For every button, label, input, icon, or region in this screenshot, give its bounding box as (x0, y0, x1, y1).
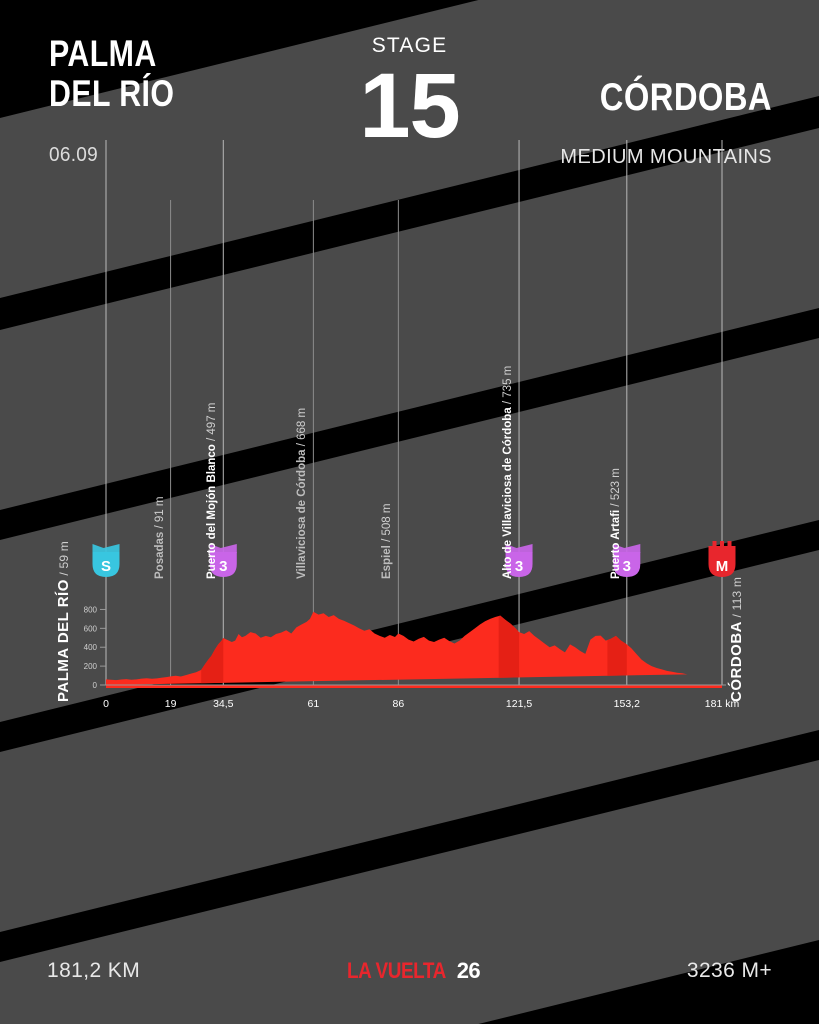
poi-name: Villaviciosa de Córdoba (296, 449, 309, 579)
x-axis-tick-label: 86 (393, 698, 405, 710)
start-location-label: PALMA DEL RÍO / 59 m (55, 541, 72, 702)
climb-badge[interactable]: 3 (505, 544, 533, 577)
climb-band (498, 611, 520, 685)
poi-altitude: / 523 m (609, 468, 622, 510)
poi-altitude: / 497 m (206, 402, 219, 445)
badge-ribbon (613, 544, 641, 553)
badge-shield (209, 552, 237, 577)
finish-badge[interactable]: M (708, 541, 736, 577)
stage-distance: 181,2 KM (47, 959, 141, 982)
stripe-3 (0, 338, 819, 722)
poi-name: Posadas (153, 531, 166, 579)
poi-name: Puerto Artafi (609, 509, 622, 579)
x-axis-tick-label: 181 km (705, 698, 740, 710)
x-axis-tick-label: 34,5 (213, 698, 234, 710)
x-axis-tick-label: 19 (165, 698, 177, 710)
stage-date: 06.09 (49, 144, 98, 166)
town-label: Villaviciosa de Córdoba / 668 m (296, 408, 308, 579)
town-label: Espiel / 508 m (381, 504, 393, 579)
x-axis-tick-label: 61 (308, 698, 320, 710)
start-badge[interactable]: S (92, 544, 120, 577)
start-location-label-altitude: / 59 m (57, 541, 71, 580)
badge-shield (708, 550, 736, 577)
badge-ribbon (92, 544, 120, 553)
stripe-1 (0, 0, 819, 298)
finish-location-label-altitude: / 113 m (730, 576, 744, 621)
badge-letter: S (101, 558, 111, 575)
badge-letter: M (716, 558, 729, 575)
badge-shield (92, 552, 120, 577)
poi-altitude: / 735 m (502, 365, 515, 408)
elevation-area (106, 611, 688, 685)
start-city-title: PALMA DEL RÍO (49, 33, 175, 114)
poi-altitude: / 91 m (153, 496, 166, 532)
y-axis-tick-label: 0 (93, 681, 98, 690)
stage-type-label: MEDIUM MOUNTAINS (560, 146, 772, 168)
y-axis-tick-label: 600 (84, 624, 98, 633)
badge-letter: 3 (515, 558, 523, 575)
climb-badge[interactable]: 3 (613, 544, 641, 577)
stage-word-label: STAGE (371, 34, 448, 57)
y-axis-tick-label: 800 (84, 605, 98, 614)
climb-label: Alto de Villaviciosa de Córdoba / 735 m (502, 366, 514, 579)
elevation-profile-chart: 0 200 400 600 800 0 19 34,5 61 86 121,5 153,2 181 km… (0, 140, 819, 730)
town-label: Posadas / 91 m (154, 497, 166, 579)
logo-year-text: 26 (456, 958, 481, 983)
start-city-line1: PALMA (49, 33, 157, 74)
finish-location-label-text: CÓRDOBA (728, 621, 745, 702)
climb-badge[interactable]: 3 (209, 544, 237, 577)
finish-city-title: CÓRDOBA (599, 76, 772, 119)
y-axis-tick-label: 200 (84, 662, 98, 671)
badge-shield (613, 552, 641, 577)
y-axis-tick-label: 400 (84, 643, 98, 652)
start-location-label-text: PALMA DEL RÍO (55, 579, 72, 702)
badge-letter: 3 (219, 558, 227, 575)
badge-ribbon (505, 544, 533, 553)
x-axis-tick-label: 153,2 (614, 698, 640, 710)
castle-crenellation-icon (708, 541, 736, 551)
poster-footer: 181,2 KM LA VUELTA 26 3236 M+ (0, 914, 819, 1024)
poster-header: PALMA DEL RÍO 06.09 STAGE 15 CÓRDOBA MED… (0, 0, 819, 200)
stripe-5 (0, 760, 819, 1024)
start-city-line2: DEL RÍO (49, 73, 175, 114)
badge-shield (505, 552, 533, 577)
badge-ribbon (209, 544, 237, 553)
poi-name: Alto de Villaviciosa de Córdoba (502, 407, 515, 579)
poi-altitude: / 508 m (381, 503, 394, 546)
poi-name: Espiel (381, 545, 394, 579)
badge-letter: 3 (623, 558, 631, 575)
x-axis-tick-label: 121,5 (506, 698, 532, 710)
poi-altitude: / 668 m (296, 407, 309, 450)
stripe-2 (0, 128, 819, 510)
stage-number: 15 (359, 55, 460, 157)
x-axis-tick-label: 0 (103, 698, 109, 710)
climb-label: Puerto Artafi / 523 m (610, 468, 622, 579)
baseline-strip (106, 685, 722, 688)
stage-elevation-gain: 3236 M+ (686, 959, 772, 982)
poi-name: Puerto del Mojón Blanco (206, 444, 219, 579)
la-vuelta-logo: LA VUELTA 26 (0, 958, 819, 984)
finish-location-label: CÓRDOBA / 113 m (728, 577, 745, 702)
logo-brand-text: LA VUELTA (346, 958, 446, 983)
climb-label: Puerto del Mojón Blanco / 497 m (206, 403, 218, 579)
